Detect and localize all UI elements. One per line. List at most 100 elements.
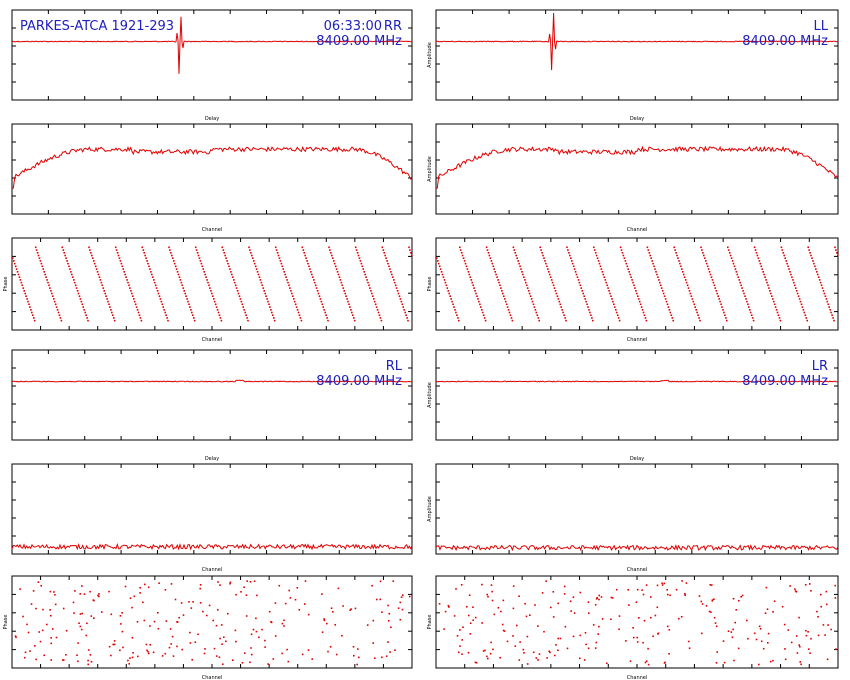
phase-point <box>610 596 613 599</box>
phase-point <box>22 615 24 618</box>
panel-frame <box>435 123 839 215</box>
phase-point <box>134 303 137 306</box>
phase-point <box>808 648 810 650</box>
phase-point <box>226 260 228 262</box>
phase-point <box>89 249 91 251</box>
phase-point <box>473 287 475 289</box>
phase-point <box>548 271 550 273</box>
phase-point <box>627 589 629 591</box>
axis-ticks <box>11 576 413 668</box>
phase-point <box>152 651 155 654</box>
phase-point <box>225 640 227 643</box>
phase-point <box>727 246 729 249</box>
phase-point <box>230 271 232 273</box>
phase-point <box>624 260 627 262</box>
phase-point <box>144 583 146 586</box>
phase-point <box>124 273 126 276</box>
phase-point <box>482 314 485 316</box>
phase-point <box>54 594 56 596</box>
phase-point <box>533 306 536 308</box>
phase-point <box>571 260 573 262</box>
phase-point <box>566 246 568 249</box>
phase-point <box>309 268 311 270</box>
phase-point <box>734 621 736 624</box>
phase-point <box>18 276 21 278</box>
phase-point <box>379 580 382 583</box>
phase-point <box>810 254 812 257</box>
phase-point <box>686 284 689 287</box>
phase-point <box>202 268 205 270</box>
phase-point <box>238 295 241 297</box>
phase-point <box>486 593 488 596</box>
phase-point <box>120 623 122 625</box>
frequency-label: 8409.00 MHz <box>742 34 828 49</box>
phase-point <box>587 647 590 650</box>
phase-point <box>357 254 360 257</box>
phase-point <box>773 303 776 306</box>
x-axis-label: Delay <box>205 456 219 462</box>
phase-point <box>153 279 155 281</box>
phase-point <box>203 652 206 655</box>
phase-point <box>536 314 539 316</box>
phase-point <box>257 273 260 276</box>
phase-point <box>327 650 329 653</box>
phase-point <box>24 651 27 654</box>
phase-point <box>479 303 481 306</box>
phase-point <box>12 257 14 259</box>
phase-point <box>317 292 320 295</box>
phase-point <box>790 641 793 644</box>
phase-point <box>144 254 146 257</box>
phase-point <box>265 295 267 297</box>
phase-point <box>449 295 451 297</box>
phase-point <box>656 273 658 276</box>
phase-point <box>727 249 730 251</box>
phase-point <box>816 273 819 276</box>
phase-point <box>137 655 139 658</box>
panel-ll-amplitude: Channel Amplitude <box>427 123 839 233</box>
phase-point <box>642 641 644 644</box>
phase-point <box>483 317 486 319</box>
phase-point <box>507 309 510 311</box>
phase-point <box>493 268 495 270</box>
phase-point <box>764 612 767 614</box>
phase-point <box>481 309 483 311</box>
phase-point <box>468 614 470 617</box>
phase-point <box>346 298 348 300</box>
phase-point <box>596 257 599 259</box>
phase-point <box>437 262 440 265</box>
panel-frame <box>11 463 413 555</box>
phase-point <box>550 606 552 609</box>
phase-point <box>179 279 182 281</box>
panel-frame <box>435 237 839 331</box>
phase-point <box>186 298 188 300</box>
phase-point <box>660 284 662 287</box>
phase-point <box>13 260 15 262</box>
phase-point <box>680 616 683 618</box>
phase-point <box>196 252 199 254</box>
phase-point <box>357 648 359 650</box>
phase-point <box>410 252 412 254</box>
phase-point <box>66 260 68 262</box>
phase-point <box>596 597 598 599</box>
phase-point <box>52 295 54 297</box>
phase-point <box>108 645 111 648</box>
phase-point <box>650 596 652 598</box>
phase-point <box>475 292 477 295</box>
phase-point <box>120 262 123 265</box>
phase-point <box>91 254 93 257</box>
phase-point <box>705 605 708 607</box>
phase-point <box>816 271 818 273</box>
phase-point <box>544 260 546 262</box>
phase-point <box>229 581 232 584</box>
phase-point <box>800 303 803 306</box>
phase-point <box>739 281 741 284</box>
phase-point <box>111 311 113 314</box>
phase-point <box>74 284 77 287</box>
phase-point <box>711 599 714 601</box>
phase-point <box>139 317 142 319</box>
phase-point <box>696 311 698 314</box>
phase-point <box>611 597 614 599</box>
phase-point <box>373 298 375 300</box>
phase-point <box>526 635 529 638</box>
phase-point <box>749 311 752 314</box>
